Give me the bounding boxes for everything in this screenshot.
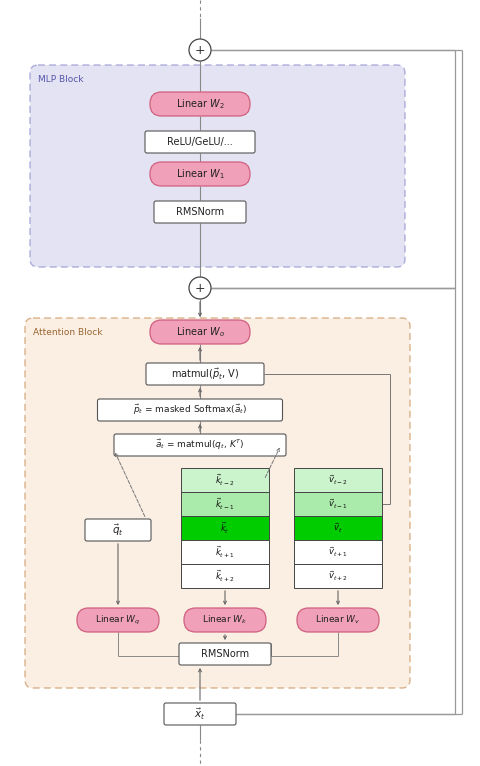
FancyBboxPatch shape (85, 519, 151, 541)
FancyBboxPatch shape (184, 608, 266, 632)
Text: Linear $W_2$: Linear $W_2$ (176, 97, 224, 111)
Text: Linear $W_v$: Linear $W_v$ (315, 614, 361, 627)
FancyBboxPatch shape (164, 703, 236, 725)
Bar (181, 492, 269, 516)
Bar (181, 468, 269, 492)
Text: $\vec{k}_{t+1}$: $\vec{k}_{t+1}$ (215, 545, 235, 560)
Bar (294, 516, 382, 540)
Bar (294, 564, 382, 588)
FancyBboxPatch shape (114, 434, 286, 456)
Text: MLP Block: MLP Block (38, 75, 84, 84)
Text: $\vec{v}_{t-1}$: $\vec{v}_{t-1}$ (328, 497, 348, 511)
Text: Attention Block: Attention Block (33, 328, 103, 337)
Text: $\vec{k}_{t+2}$: $\vec{k}_{t+2}$ (215, 568, 235, 584)
Text: Linear $W_q$: Linear $W_q$ (95, 614, 141, 627)
Text: $\vec{x}_t$: $\vec{x}_t$ (194, 706, 206, 722)
FancyBboxPatch shape (150, 162, 250, 186)
Bar (181, 564, 269, 588)
FancyBboxPatch shape (150, 320, 250, 344)
Text: $\vec{v}_{t+2}$: $\vec{v}_{t+2}$ (328, 569, 348, 583)
Bar (181, 516, 269, 540)
Text: Linear $W_1$: Linear $W_1$ (176, 167, 224, 181)
Text: $\vec{v}_{t+1}$: $\vec{v}_{t+1}$ (328, 545, 348, 558)
FancyBboxPatch shape (146, 363, 264, 385)
Text: RMSNorm: RMSNorm (176, 207, 224, 217)
Text: +: + (195, 44, 205, 57)
FancyBboxPatch shape (297, 608, 379, 632)
Text: $\vec{k}_t$: $\vec{k}_t$ (220, 520, 230, 535)
FancyBboxPatch shape (150, 92, 250, 116)
Circle shape (189, 39, 211, 61)
FancyBboxPatch shape (154, 201, 246, 223)
Text: $\vec{a}_t$ = matmul($q_t$, $K^T$): $\vec{a}_t$ = matmul($q_t$, $K^T$) (155, 438, 245, 452)
Bar (294, 492, 382, 516)
Text: matmul($\vec{p}_t$, V): matmul($\vec{p}_t$, V) (171, 366, 239, 381)
FancyBboxPatch shape (30, 65, 405, 267)
FancyBboxPatch shape (77, 608, 159, 632)
Text: ReLU/GeLU/...: ReLU/GeLU/... (167, 137, 233, 147)
FancyBboxPatch shape (179, 643, 271, 665)
Text: +: + (195, 281, 205, 294)
Circle shape (189, 277, 211, 299)
Text: Linear $W_k$: Linear $W_k$ (202, 614, 248, 627)
FancyBboxPatch shape (97, 399, 283, 421)
Text: RMSNorm: RMSNorm (201, 649, 249, 659)
Text: $\vec{p}_t$ = masked Softmax($\vec{a}_t$): $\vec{p}_t$ = masked Softmax($\vec{a}_t$… (133, 403, 247, 417)
Bar (294, 540, 382, 564)
Text: Linear $W_o$: Linear $W_o$ (176, 325, 225, 339)
Bar (181, 540, 269, 564)
Bar (294, 468, 382, 492)
Text: $\vec{k}_{t-2}$: $\vec{k}_{t-2}$ (215, 473, 235, 488)
FancyBboxPatch shape (145, 131, 255, 153)
Text: $\vec{k}_{t-1}$: $\vec{k}_{t-1}$ (215, 496, 235, 512)
Text: $\vec{v}_{t-2}$: $\vec{v}_{t-2}$ (328, 473, 348, 486)
Text: $\vec{q}_t$: $\vec{q}_t$ (112, 522, 124, 538)
FancyBboxPatch shape (25, 318, 410, 688)
Text: $\vec{v}_t$: $\vec{v}_t$ (333, 522, 343, 535)
